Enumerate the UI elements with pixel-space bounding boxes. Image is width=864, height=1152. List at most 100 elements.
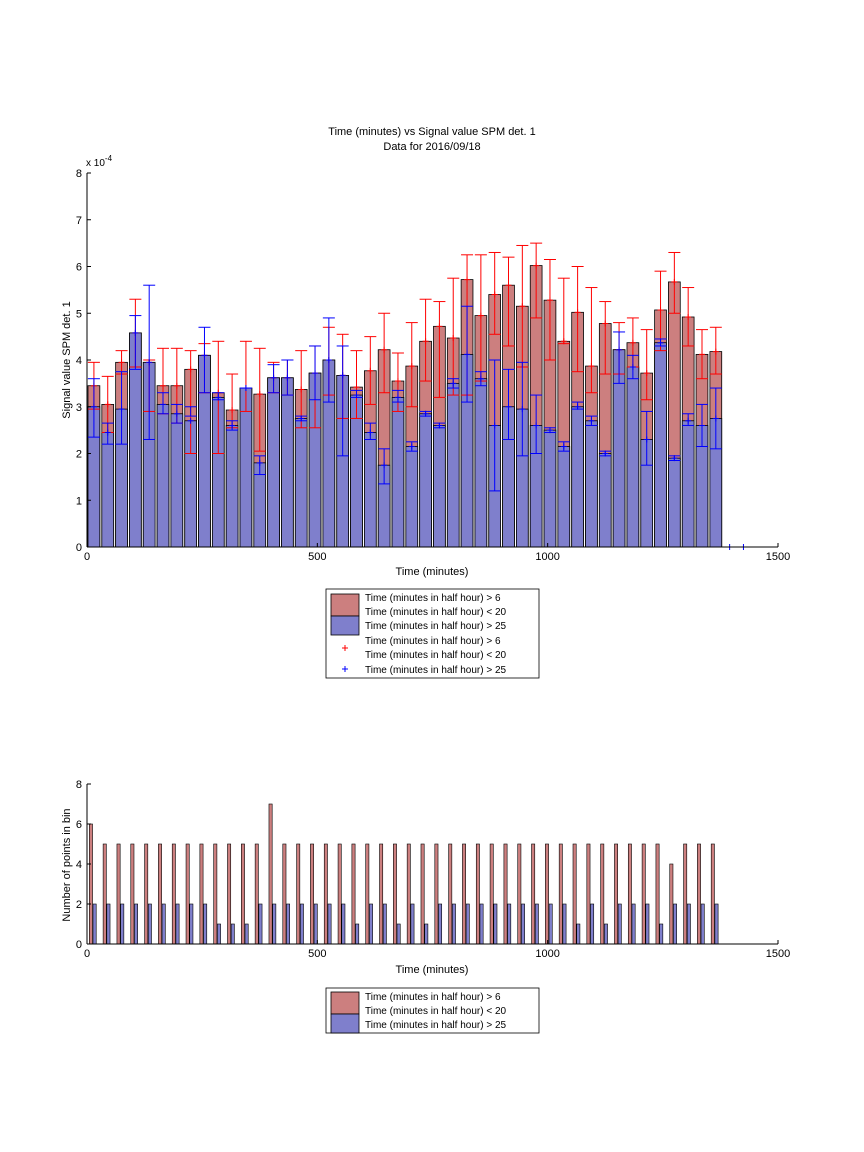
top-chart-y-exponent-base: x 10 (86, 158, 105, 169)
bottom-bar-red (227, 843, 232, 945)
bottom-bar-blue (604, 923, 608, 945)
top-marker-blue (394, 394, 401, 401)
bottom-bar-red (323, 843, 328, 945)
top-marker-blue (132, 329, 139, 336)
top-marker-red (104, 401, 111, 408)
top-marker-blue (215, 394, 222, 401)
bottom-legend-red-label-1: Time (minutes in half hour) > 6 (365, 992, 501, 1003)
bottom-bar-blue (548, 903, 553, 945)
top-marker-blue (602, 450, 609, 457)
bottom-bar-blue (659, 923, 664, 945)
bottom-bar-blue (493, 903, 498, 945)
bottom-bar-blue (645, 903, 650, 945)
y-tick-label: 2 (76, 899, 82, 911)
top-chart-subtitle: Data for 2016/09/18 (383, 141, 480, 153)
x-tick-label: 500 (308, 551, 326, 563)
bottom-bar-red (545, 843, 549, 945)
top-bar-blue (225, 425, 239, 548)
bottom-bar-red (517, 843, 522, 945)
bottom-bar-blue (714, 903, 719, 945)
bottom-bar-blue (217, 923, 221, 945)
top-marker-blue (629, 364, 636, 371)
top-marker-blue (325, 357, 332, 363)
top-marker-blue (270, 374, 277, 381)
top-bar-blue (654, 342, 667, 548)
bottom-bar-red (655, 843, 660, 945)
top-marker-blue (298, 415, 305, 422)
top-marker-blue (698, 422, 705, 429)
top-marker-blue (560, 443, 567, 450)
bottom-bar-blue (313, 903, 318, 945)
bottom-bar-blue (244, 923, 249, 945)
top-chart-x-label: Time (minutes) (396, 566, 469, 578)
top-marker-blue (533, 422, 540, 429)
bottom-bar-blue (369, 903, 373, 945)
top-marker-red (546, 297, 553, 304)
bottom-bar-red (89, 823, 93, 945)
top-bar-blue (626, 366, 640, 548)
bottom-bar-red (710, 843, 715, 945)
top-marker-blue (643, 436, 650, 443)
top-legend-red-marker (342, 645, 348, 651)
top-marker-blue (408, 443, 415, 450)
top-marker-red (602, 320, 609, 327)
top-marker-blue (312, 370, 319, 377)
top-marker-blue (546, 427, 553, 434)
top-marker-blue (256, 459, 263, 466)
x-tick-label: 0 (84, 551, 90, 563)
top-legend-blue-marker (342, 666, 348, 672)
bottom-bar-red (434, 843, 439, 945)
bottom-bar-blue (382, 903, 387, 945)
bottom-chart-bars (89, 803, 719, 945)
bottom-bar-blue (576, 923, 581, 945)
top-marker-red (187, 366, 194, 373)
bottom-bar-red (337, 843, 342, 945)
top-marker-red (560, 338, 567, 345)
bottom-bar-red (572, 843, 577, 945)
top-marker-blue (229, 422, 236, 429)
bottom-bar-blue (452, 903, 456, 945)
bottom-bar-red (462, 843, 466, 945)
bottom-bar-blue (410, 903, 415, 945)
top-marker-blue (712, 415, 719, 422)
bottom-bar-blue (673, 903, 677, 945)
bottom-bar-blue (203, 903, 208, 945)
top-bar-blue (156, 404, 170, 548)
top-bar-blue (405, 446, 419, 548)
top-bar-blue (446, 382, 460, 548)
top-legend-red-label-1: Time (minutes in half hour) > 6 (365, 593, 501, 604)
bottom-bar-blue (465, 903, 470, 945)
top-marker-blue (616, 346, 623, 353)
bottom-bar-red (448, 843, 453, 945)
bottom-bar-red (503, 843, 508, 945)
top-marker-blue (436, 422, 443, 429)
y-tick-label: 7 (76, 215, 82, 227)
bottom-bar-blue (92, 903, 97, 945)
bottom-bar-red (102, 843, 107, 945)
top-marker-blue (242, 385, 249, 392)
bottom-bar-red (213, 843, 218, 945)
bottom-legend-blue-label: Time (minutes in half hour) > 25 (365, 1020, 507, 1031)
bottom-bar-blue (161, 903, 166, 945)
bottom-bar-red (158, 843, 162, 945)
bottom-bar-blue (438, 903, 443, 945)
bottom-bar-red (116, 843, 121, 945)
bottom-chart: 0 500 1000 1500 0 2 4 6 8 Time (minutes) Number … (61, 779, 790, 1034)
top-marker-red (367, 367, 374, 374)
top-marker-red (629, 339, 636, 346)
bottom-bar-blue (189, 903, 194, 945)
bottom-chart-x-label: Time (minutes) (396, 964, 469, 976)
y-tick-label: 5 (76, 308, 82, 320)
top-marker-blue (574, 403, 581, 410)
bottom-legend-box (325, 987, 540, 1034)
top-chart-y-label: Signal value SPM det. 1 (61, 301, 73, 418)
top-marker-blue (90, 403, 97, 410)
top-marker-red (712, 348, 719, 355)
x-tick-label: 500 (308, 948, 326, 960)
top-bar-blue (585, 420, 598, 548)
bottom-bar-blue (286, 903, 290, 945)
y-tick-label: 0 (76, 939, 82, 951)
top-marker-blue (201, 352, 208, 359)
top-bar-blue (267, 377, 280, 548)
top-bar-blue (170, 413, 184, 548)
